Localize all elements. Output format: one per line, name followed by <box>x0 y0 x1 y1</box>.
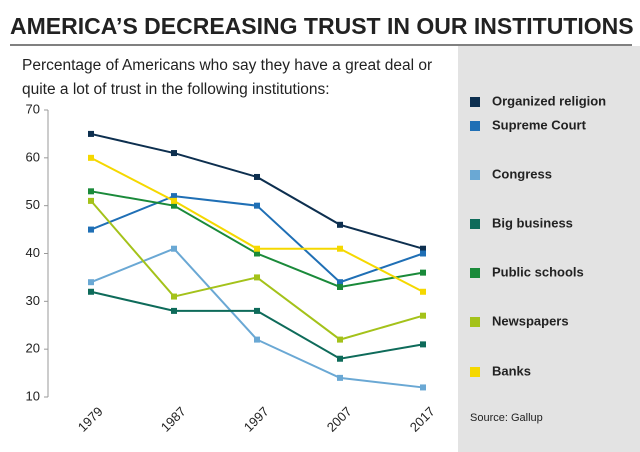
point <box>88 226 94 233</box>
point <box>254 245 260 252</box>
legend-swatch <box>470 97 480 107</box>
point <box>88 279 94 286</box>
x-tick-label: 2007 <box>324 404 355 435</box>
y-tick-label: 70 <box>26 101 40 116</box>
point <box>171 150 177 157</box>
legend-label: Supreme Court <box>492 117 587 132</box>
y-tick-label: 20 <box>26 341 40 356</box>
point <box>337 245 343 252</box>
legend-swatch <box>470 317 480 327</box>
subtitle: Percentage of Americans who say they hav… <box>22 57 432 74</box>
point <box>88 197 94 204</box>
point <box>420 269 426 276</box>
point <box>420 245 426 252</box>
y-tick-label: 60 <box>26 149 40 164</box>
legend-panel <box>458 46 640 452</box>
y-tick-label: 30 <box>26 293 40 308</box>
point <box>420 312 426 319</box>
point <box>337 279 343 286</box>
point <box>254 274 260 281</box>
point <box>88 188 94 195</box>
point <box>254 336 260 343</box>
legend-label: Congress <box>492 166 552 181</box>
point <box>88 130 94 137</box>
legend-label: Big business <box>492 215 573 230</box>
point <box>171 202 177 209</box>
y-tick-label: 50 <box>26 197 40 212</box>
x-tick-label: 1987 <box>158 404 189 435</box>
point <box>337 374 343 381</box>
legend-label: Organized religion <box>492 93 606 108</box>
series-line <box>90 290 424 360</box>
point <box>254 173 260 180</box>
point <box>420 341 426 348</box>
point <box>171 307 177 314</box>
legend-swatch <box>470 121 480 131</box>
subtitle: quite a lot of trust in the following in… <box>22 81 330 98</box>
legend-swatch <box>470 170 480 180</box>
point <box>88 154 94 161</box>
legend-label: Banks <box>492 363 531 378</box>
point <box>420 250 426 257</box>
legend-label: Public schools <box>492 264 584 279</box>
point <box>254 307 260 314</box>
legend-swatch <box>470 268 480 278</box>
point <box>420 384 426 391</box>
point <box>88 288 94 295</box>
point <box>254 250 260 257</box>
point <box>337 336 343 343</box>
x-tick-label: 1997 <box>241 404 272 435</box>
source: Source: Gallup <box>470 412 543 424</box>
series-line <box>90 247 424 389</box>
legend-label: Newspapers <box>492 313 569 328</box>
chart-title: AMERICA’S DECREASING TRUST IN OUR INSTIT… <box>10 13 634 39</box>
legend-swatch <box>470 219 480 229</box>
point <box>171 197 177 204</box>
point <box>254 202 260 209</box>
series-line <box>90 195 424 284</box>
y-tick-label: 10 <box>26 388 40 403</box>
point <box>171 193 177 200</box>
y-tick-label: 40 <box>26 245 40 260</box>
x-tick-label: 1979 <box>75 404 106 435</box>
point <box>337 283 343 290</box>
x-tick-label: 2017 <box>407 404 438 435</box>
point <box>337 221 343 228</box>
point <box>337 355 343 362</box>
series-line <box>90 132 424 250</box>
legend-swatch <box>470 367 480 377</box>
point <box>171 293 177 300</box>
point <box>420 288 426 295</box>
point <box>171 245 177 252</box>
